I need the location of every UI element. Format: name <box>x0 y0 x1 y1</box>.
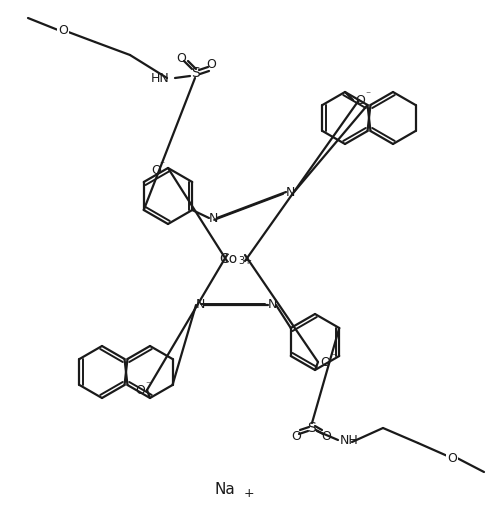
Text: HN: HN <box>150 72 169 85</box>
Text: NH: NH <box>340 434 359 447</box>
Text: O: O <box>447 451 457 464</box>
Text: O: O <box>355 94 365 107</box>
Text: O: O <box>206 59 216 72</box>
Text: N: N <box>195 299 205 312</box>
Text: O: O <box>321 429 331 442</box>
Text: ⁻: ⁻ <box>331 352 336 362</box>
Text: O: O <box>176 51 186 64</box>
Text: N: N <box>267 299 277 312</box>
Text: +: + <box>244 487 254 500</box>
Text: O: O <box>151 164 161 176</box>
Text: N: N <box>208 211 218 224</box>
Text: ⁻: ⁻ <box>366 90 371 100</box>
Text: Na: Na <box>215 483 236 497</box>
Text: Co: Co <box>219 252 237 266</box>
Text: 3+: 3+ <box>238 256 252 266</box>
Text: N: N <box>285 186 295 199</box>
Text: ⁻: ⁻ <box>145 380 150 390</box>
Text: O: O <box>291 429 301 442</box>
Text: O: O <box>320 356 330 369</box>
Text: O: O <box>135 383 145 396</box>
Text: S: S <box>191 66 199 80</box>
Text: ⁻: ⁻ <box>159 160 164 170</box>
Text: S: S <box>308 421 316 435</box>
Text: O: O <box>58 24 68 37</box>
